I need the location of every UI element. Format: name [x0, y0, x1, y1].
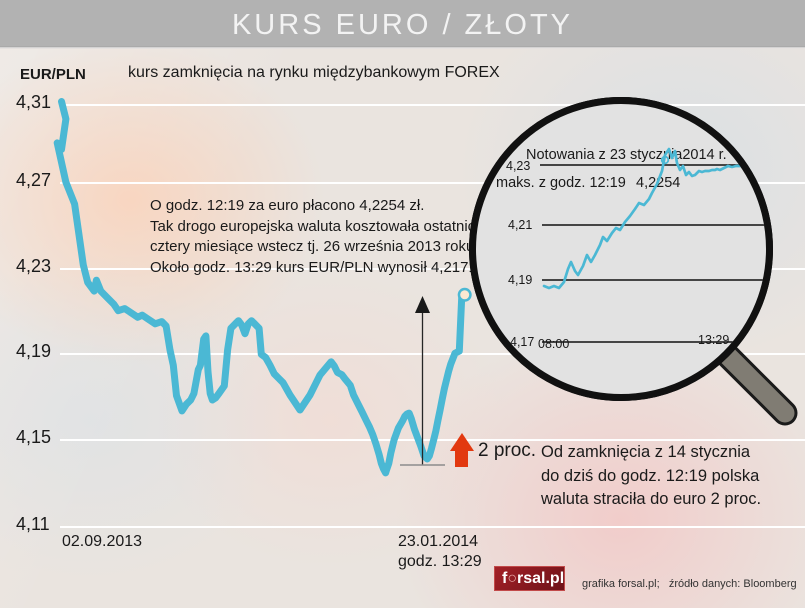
svg-text:maks. z godz. 12:19: maks. z godz. 12:19: [496, 175, 626, 191]
svg-text:08:00: 08:00: [538, 337, 569, 351]
svg-text:Notowania z 23 stycznia2014 r.: Notowania z 23 stycznia2014 r.: [526, 147, 727, 163]
svg-text:13:29: 13:29: [698, 333, 729, 347]
svg-text:4,17: 4,17: [510, 335, 534, 349]
svg-text:4,19: 4,19: [508, 273, 532, 287]
svg-text:4,23: 4,23: [506, 159, 530, 173]
svg-text:4,21: 4,21: [508, 218, 532, 232]
